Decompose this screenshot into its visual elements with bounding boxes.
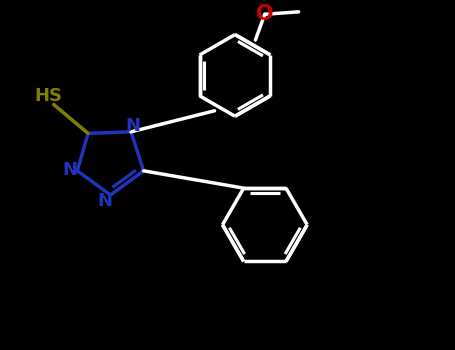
Text: O: O bbox=[256, 4, 273, 24]
Text: N: N bbox=[62, 161, 77, 179]
Text: N: N bbox=[125, 117, 140, 135]
Text: N: N bbox=[97, 192, 112, 210]
Text: HS: HS bbox=[35, 86, 63, 105]
